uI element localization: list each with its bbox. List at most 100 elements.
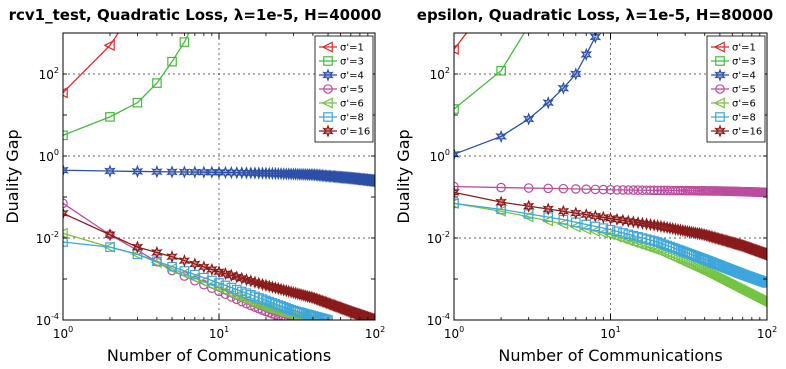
data-point — [63, 237, 68, 247]
data-point — [225, 268, 238, 283]
data-point — [612, 185, 622, 195]
data-point — [105, 112, 115, 122]
data-point — [178, 165, 191, 179]
legend-label: σ'=5 — [340, 85, 364, 96]
data-point — [496, 204, 506, 215]
legend-item-7: σ'=16 — [711, 124, 762, 138]
data-point — [454, 198, 459, 209]
chart-title: epsilon, Quadratic Loss, λ=1e-5, H=80000 — [417, 6, 773, 24]
data-point — [580, 47, 593, 62]
legend-marker — [322, 68, 334, 82]
data-point — [63, 163, 69, 177]
legend-label: σ'=5 — [732, 85, 756, 96]
data-point — [231, 284, 242, 295]
data-point — [63, 130, 68, 141]
data-point — [523, 183, 534, 193]
data-point — [166, 250, 178, 264]
legend-marker — [714, 124, 726, 138]
data-point — [454, 181, 459, 192]
data-point — [167, 56, 177, 67]
legend-item-2: σ'=3 — [319, 56, 364, 68]
legend-marker — [321, 97, 333, 109]
legend-label: σ'=6 — [340, 99, 364, 110]
series-markers-5 — [454, 197, 767, 307]
data-point — [670, 185, 681, 196]
data-point — [623, 229, 634, 240]
legend-label: σ'=1 — [732, 43, 756, 54]
series-markers-6 — [63, 237, 333, 320]
legend-marker — [715, 84, 725, 94]
series-line-1 — [454, 33, 468, 50]
data-point — [557, 204, 570, 218]
data-point — [522, 199, 535, 213]
data-point — [618, 185, 628, 195]
data-point — [257, 294, 268, 304]
legend-marker — [713, 41, 725, 53]
data-point — [178, 253, 191, 268]
data-point — [675, 185, 686, 196]
legend-item-2: σ'=3 — [711, 56, 756, 68]
x-axis-label: Number of Communications — [498, 346, 722, 365]
ticks — [62, 32, 376, 321]
y-tick-label: 100 — [39, 148, 59, 164]
x-tick-label: 101 — [600, 325, 620, 341]
data-point — [207, 275, 217, 286]
data-point — [103, 39, 115, 52]
data-point — [570, 184, 581, 194]
x-tick-label: 100 — [53, 325, 73, 341]
data-point — [131, 240, 144, 254]
data-point — [132, 249, 143, 260]
series-markers-4 — [454, 181, 767, 198]
data-point — [641, 185, 652, 196]
y-tick-label: 10-4 — [36, 312, 59, 328]
legend-marker — [715, 112, 725, 122]
data-point — [667, 185, 678, 196]
series-line-2 — [63, 33, 190, 136]
data-point — [652, 237, 663, 247]
data-point — [198, 260, 210, 274]
data-point — [104, 228, 116, 242]
x-tick-label: 102 — [365, 325, 385, 341]
data-point — [63, 87, 68, 99]
data-point — [131, 164, 144, 179]
data-point — [495, 129, 507, 144]
legend-marker — [323, 56, 333, 66]
series-markers-7 — [454, 185, 767, 261]
legend-label: σ'=8 — [340, 113, 364, 124]
data-point — [598, 184, 609, 195]
data-point — [580, 208, 593, 222]
data-point — [189, 257, 201, 271]
series-markers-1 — [454, 43, 459, 55]
data-point — [605, 224, 616, 235]
data-point — [604, 211, 617, 226]
data-point — [63, 206, 69, 220]
data-point — [632, 215, 644, 230]
data-point — [454, 43, 459, 55]
data-point — [570, 67, 582, 81]
data-point — [589, 33, 602, 44]
data-point — [213, 265, 225, 279]
legend-item-4: σ'=5 — [319, 84, 364, 96]
legend-label: σ'=16 — [732, 127, 762, 138]
series-group — [63, 33, 375, 320]
data-point — [214, 278, 224, 288]
data-point — [656, 238, 666, 249]
data-point — [264, 296, 275, 307]
data-point — [63, 227, 68, 239]
data-point — [454, 104, 459, 114]
chart-panel-2: 100 101 102 10-4 10-2 100 102 Number of Communi… — [394, 6, 777, 365]
legend-label: σ'=1 — [340, 43, 364, 54]
data-point — [557, 81, 570, 95]
data-point — [581, 184, 592, 194]
legend-label: σ'=4 — [340, 71, 364, 82]
data-point — [542, 202, 554, 216]
data-point — [281, 303, 292, 313]
y-tick-label: 10-4 — [427, 312, 450, 328]
legend-item-1: σ'=1 — [319, 41, 364, 54]
data-point — [667, 242, 678, 253]
legend-marker — [321, 41, 333, 53]
legend-marker — [322, 124, 334, 138]
data-point — [218, 285, 231, 297]
data-point — [652, 185, 663, 196]
